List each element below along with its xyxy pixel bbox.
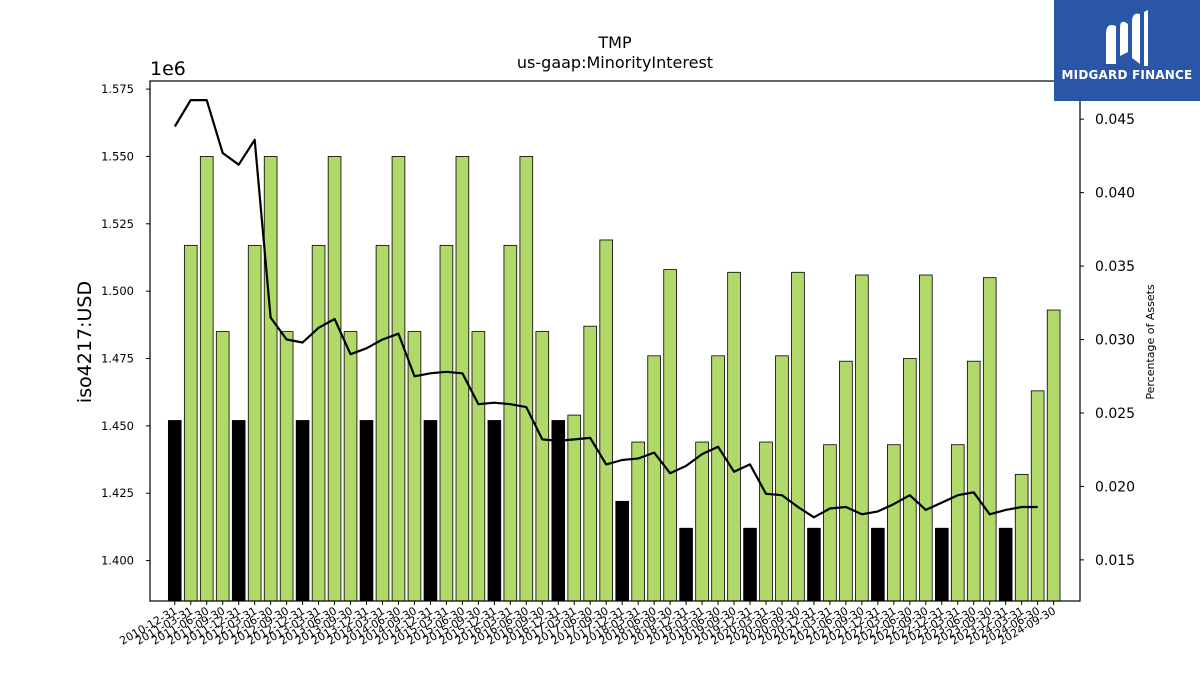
annual-bar — [615, 500, 629, 602]
quarterly-bar — [950, 444, 965, 602]
quarterly-bar — [471, 331, 486, 602]
quarterly-bar — [503, 244, 518, 602]
line-layer — [173, 98, 1038, 519]
quarterly-bar — [343, 331, 358, 602]
quarterly-bar — [183, 244, 198, 602]
y-tick-label: 1.425 — [101, 486, 134, 500]
y-tick-label: 1.525 — [101, 217, 134, 231]
quarterly-bar — [247, 244, 262, 602]
plot-frame — [149, 80, 1081, 602]
quarterly-bar — [327, 156, 342, 602]
y2-tick-label: 0.030 — [1095, 333, 1135, 349]
quarterly-bar — [583, 325, 598, 602]
bars-layer — [167, 156, 1061, 602]
y-tick-label: 1.400 — [101, 554, 134, 568]
y2-tick-label: 0.035 — [1095, 259, 1135, 275]
quarterly-bar — [647, 355, 661, 602]
quarterly-bar — [311, 244, 326, 602]
chart-title: TMP — [597, 33, 632, 52]
annual-bar — [487, 420, 502, 602]
quarterly-bar — [711, 355, 725, 602]
quarterly-bar — [775, 355, 789, 602]
quarterly-bar — [903, 358, 917, 602]
y-axis-label: iso4217:USD — [74, 281, 96, 403]
quarterly-bar — [215, 331, 230, 602]
annual-bar — [871, 527, 885, 602]
annual-bar — [679, 527, 693, 602]
y2-tick-label: 0.015 — [1095, 553, 1135, 569]
y-tick-label: 1.450 — [101, 419, 134, 433]
annual-bar — [423, 420, 438, 602]
annual-bar — [807, 527, 821, 602]
y-tick-label: 1.475 — [101, 352, 134, 366]
percentage-line — [173, 98, 1038, 519]
quarterly-bar — [263, 156, 278, 602]
y-tick-label: 1.500 — [101, 284, 134, 298]
annual-bar — [231, 420, 246, 602]
quarterly-bar — [759, 441, 773, 602]
annual-bar — [167, 420, 182, 602]
annual-bar — [359, 420, 374, 602]
axes-layer: 1.400 1.425 1.450 1.475 1.500 1.525 1.550 1.575… — [101, 80, 1135, 648]
y-tick-label: 1.550 — [101, 149, 134, 163]
quarterly-bar — [966, 360, 981, 602]
y2-tick-label: 0.020 — [1095, 479, 1135, 495]
quarterly-bar — [631, 441, 645, 602]
quarterly-bar — [535, 331, 550, 602]
quarterly-bar — [519, 156, 534, 602]
quarterly-bar — [1046, 309, 1061, 602]
quarterly-bar — [855, 274, 869, 602]
quarterly-bar — [567, 414, 582, 602]
quarterly-bar — [455, 156, 470, 602]
quarterly-bar — [375, 244, 390, 602]
brand-logo: MIDGARD FINANCE — [1054, 0, 1200, 101]
logo-mark-icon — [1106, 10, 1148, 66]
y2-tick-label: 0.040 — [1095, 186, 1135, 202]
quarterly-bar — [887, 444, 901, 602]
y-tick-label: 1.575 — [101, 82, 134, 96]
annual-bar — [998, 527, 1013, 602]
quarterly-bar — [982, 277, 997, 602]
y2-tick-label: 0.045 — [1095, 112, 1135, 128]
quarterly-bar — [407, 331, 422, 602]
logo-text: MIDGARD FINANCE — [1061, 68, 1193, 82]
quarterly-bar — [695, 441, 709, 602]
y-offset-label: 1e6 — [150, 58, 186, 80]
annual-bar — [743, 527, 757, 602]
quarterly-bar — [1030, 390, 1045, 602]
y2-axis-label: Percentage of Assets — [1144, 284, 1157, 400]
quarterly-bar — [823, 444, 837, 602]
quarterly-bar — [439, 244, 454, 602]
chart-subtitle: us-gaap:MinorityInterest — [517, 53, 713, 72]
y2-tick-label: 0.025 — [1095, 406, 1135, 422]
annual-bar — [934, 527, 949, 602]
quarterly-bar — [727, 271, 741, 602]
quarterly-bar — [1014, 473, 1029, 602]
annual-bar — [551, 420, 566, 602]
quarterly-bar — [839, 360, 853, 602]
quarterly-bar — [663, 269, 677, 602]
quarterly-bar — [279, 331, 294, 602]
quarterly-bar — [599, 239, 614, 602]
quarterly-bar — [391, 156, 406, 602]
quarterly-bar — [791, 271, 805, 602]
annual-bar — [295, 420, 310, 602]
quarterly-bar — [919, 274, 933, 602]
quarterly-bar — [199, 156, 214, 602]
